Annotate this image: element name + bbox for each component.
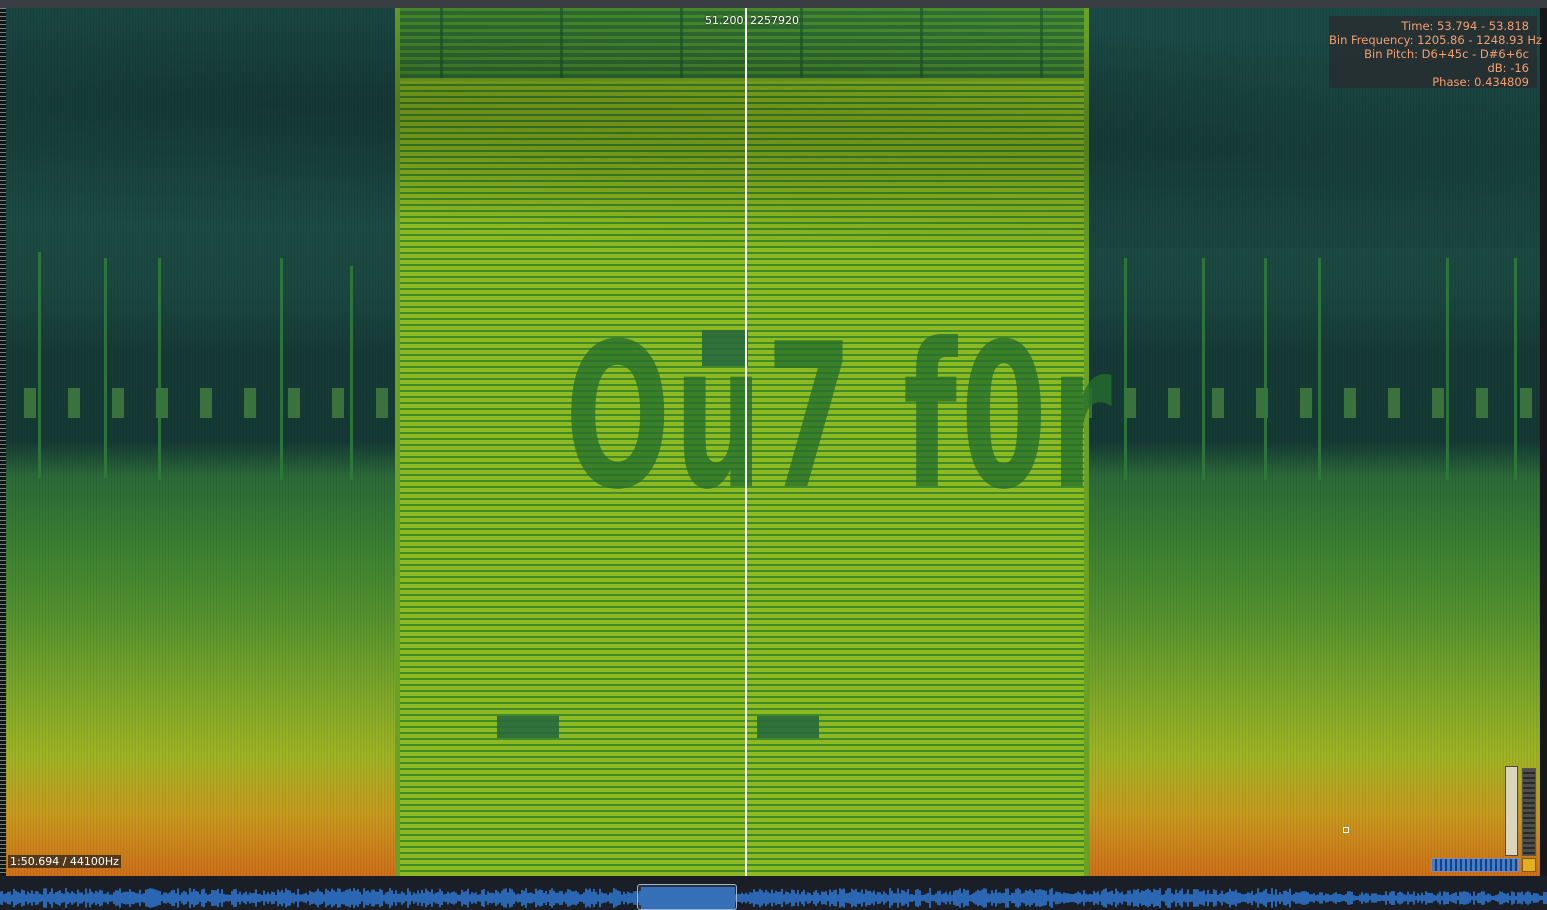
marker-rect (497, 716, 559, 738)
spike (158, 258, 161, 480)
selection-handle[interactable] (1343, 827, 1349, 833)
spectrogram-view[interactable]: Ou7 f0r (6, 8, 1540, 876)
spike (350, 266, 353, 480)
info-db: dB: -16 (1487, 61, 1529, 75)
overview-view-window[interactable] (637, 884, 737, 910)
waveform-graphic (0, 887, 1547, 909)
info-bin-pitch: Bin Pitch: D6+45c - D#6+6c (1364, 47, 1529, 61)
spike (280, 258, 283, 480)
info-bin-frequency: Bin Frequency: 1205.86 - 1248.93 Hz (1329, 33, 1543, 47)
level-meter (1522, 768, 1536, 856)
bin-info-overlay: Time: 53.794 - 53.818 Bin Frequency: 120… (1329, 16, 1543, 89)
horizontal-scrollbar[interactable] (1431, 858, 1519, 872)
frequency-ruler (0, 8, 6, 876)
spike (1318, 258, 1321, 480)
spike (1446, 258, 1449, 480)
hidden-message-text: Ou7 f0r (565, 301, 1116, 534)
spike (38, 252, 41, 478)
title-strip (0, 0, 1547, 8)
duration-rate-label: 1:50.694 / 44100Hz (8, 855, 121, 868)
info-time: Time: 53.794 - 53.818 (1401, 19, 1529, 33)
marker-rect (702, 330, 748, 366)
spike (104, 258, 107, 478)
cursor-sample-label: 2257920 (750, 14, 799, 27)
spike (1514, 258, 1517, 480)
spike (1264, 258, 1267, 480)
spike (1124, 258, 1127, 480)
corner-toggle-button[interactable] (1522, 858, 1536, 872)
playhead-cursor[interactable] (745, 8, 747, 876)
spike (1202, 258, 1205, 480)
vertical-zoom-slider[interactable] (1505, 766, 1518, 856)
cursor-time-label: 51.200 (705, 14, 744, 27)
marker-rect (757, 716, 819, 738)
info-phase: Phase: 0.434809 (1432, 75, 1529, 89)
waveform-overview[interactable] (0, 876, 1547, 910)
hidden-message-block: Ou7 f0r (395, 8, 1112, 876)
